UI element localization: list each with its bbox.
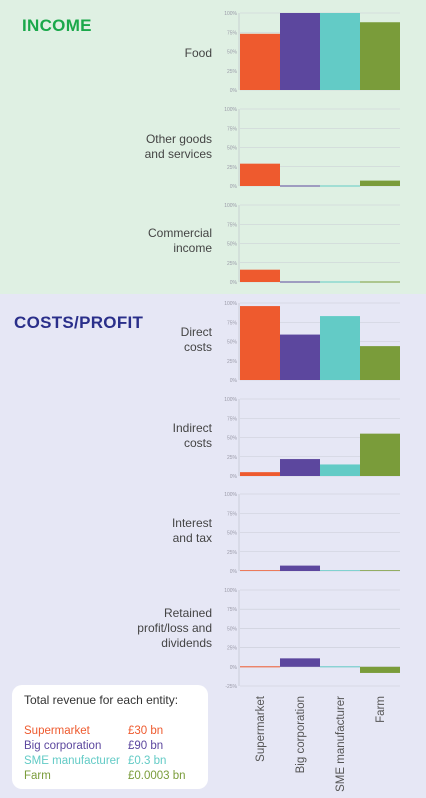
y-tick-label: 75% [227,511,238,517]
x-category-label: Big corporation [295,696,307,773]
y-tick-label: 75% [227,607,238,613]
panel-label-indirect-costs: Indirect costs [172,421,212,450]
bar-sme-manufacturer [320,13,360,90]
y-tick-label: 75% [227,126,238,132]
y-tick-label: 25% [227,550,238,556]
legend-entity-value: £30 bn [128,725,164,737]
bar-farm [360,570,400,571]
panel-label-direct-costs: Direct costs [180,325,212,354]
y-tick-label: 75% [227,222,238,228]
legend-entity-name: Farm [24,770,51,782]
y-tick-label: 0% [230,280,238,286]
costs-section-title: COSTS/PROFIT [14,313,144,332]
legend-entity-value: £0.3 bn [128,755,167,767]
legend-entity-name: Supermarket [24,725,90,737]
bar-farm [360,666,400,673]
legend-entity-value: £90 bn [128,740,164,752]
bar-farm [360,346,400,380]
bar-farm [360,433,400,476]
legend-title: Total revenue for each entity: [24,693,179,707]
y-tick-label: 0% [230,88,238,94]
y-tick-label: 50% [227,146,238,152]
bar-big-corporation [280,281,320,283]
y-tick-label: 75% [227,30,238,36]
bar-farm [360,22,400,91]
y-tick-label: 0% [230,474,238,480]
y-tick-label: 75% [227,320,238,326]
panel-label-food: Food [184,46,212,60]
bar-big-corporation [280,658,320,667]
y-tick-label: 50% [227,50,238,56]
y-tick-label: 50% [227,436,238,442]
y-tick-label: 100% [224,203,237,209]
y-tick-label: -25% [225,684,237,690]
bar-supermarket [240,666,280,668]
bar-sme-manufacturer [320,185,360,187]
y-tick-label: 0% [230,378,238,384]
bar-farm [360,281,400,283]
bar-supermarket [240,163,280,186]
y-tick-label: 50% [227,626,238,632]
panel-label-commercial-income: Commercial income [147,226,212,255]
bar-supermarket [240,472,280,476]
bar-farm [360,180,400,186]
y-tick-label: 25% [227,69,238,75]
panel-label-interest-tax: Interest and tax [171,516,212,545]
bar-big-corporation [280,459,320,476]
x-category-label: Farm [375,696,387,723]
x-category-label: SME manufacturer [335,696,347,792]
y-tick-label: 100% [224,397,237,403]
x-category-label: Supermarket [255,695,267,762]
bar-sme-manufacturer [320,666,360,668]
legend-entity-name: Big corporation [24,740,102,752]
bar-big-corporation [280,334,320,380]
y-tick-label: 50% [227,340,238,346]
y-tick-label: 100% [224,492,237,498]
y-tick-label: 50% [227,242,238,248]
y-tick-label: 25% [227,261,238,267]
y-tick-label: 75% [227,416,238,422]
y-tick-label: 0% [230,665,238,671]
y-tick-label: 0% [230,184,238,190]
bar-sme-manufacturer [320,570,360,571]
bar-supermarket [240,33,280,90]
y-tick-label: 100% [224,301,237,307]
y-tick-label: 25% [227,455,238,461]
y-tick-label: 0% [230,569,238,575]
income-section-title: INCOME [22,16,92,35]
y-tick-label: 25% [227,359,238,365]
bar-big-corporation [280,565,320,571]
revenue-legend: Total revenue for each entity: Supermark… [12,685,208,789]
panel-label-other-goods: Other goods and services [144,132,212,161]
bar-big-corporation [280,185,320,187]
bar-supermarket [240,306,280,380]
bar-sme-manufacturer [320,316,360,380]
bar-big-corporation [280,13,320,90]
bar-sme-manufacturer [320,281,360,283]
y-tick-label: 100% [224,107,237,113]
y-tick-label: 25% [227,646,238,652]
y-tick-label: 100% [224,588,237,594]
bar-sme-manufacturer [320,464,360,476]
bar-supermarket [240,269,280,282]
bar-supermarket [240,570,280,571]
y-tick-label: 100% [224,11,237,17]
legend-entity-value: £0.0003 bn [128,770,186,782]
y-tick-label: 50% [227,531,238,537]
y-tick-label: 25% [227,165,238,171]
legend-entity-name: SME manufacturer [24,755,120,767]
panel-label-retained-profit: Retained profit/loss and dividends [137,606,212,650]
